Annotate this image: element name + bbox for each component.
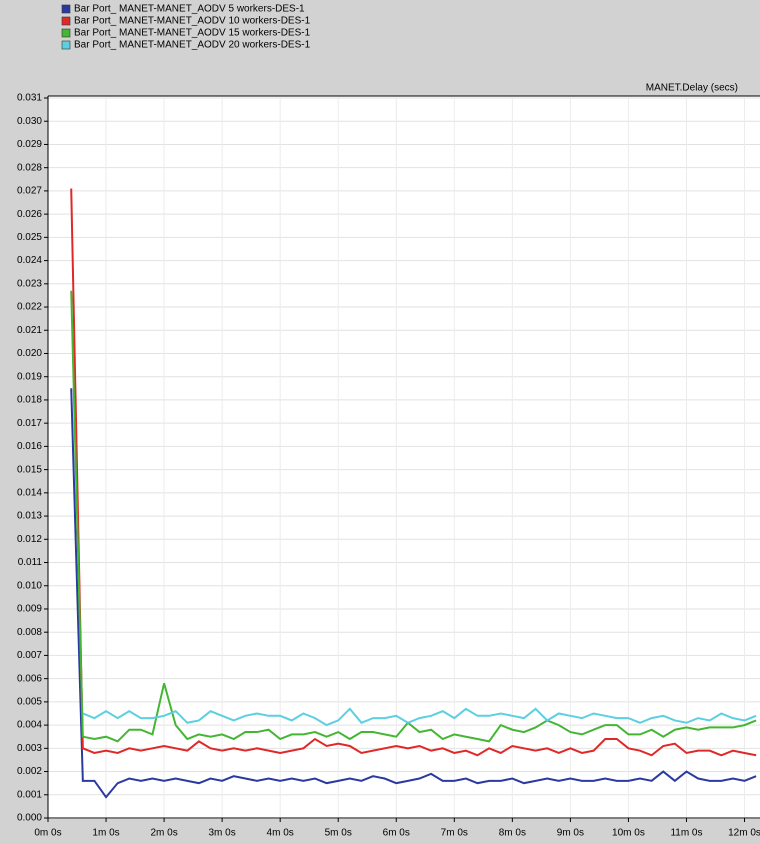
y-tick-label: 0.020	[17, 348, 42, 359]
series-line	[70, 290, 757, 743]
y-tick-label: 0.004	[17, 720, 42, 731]
x-tick-label: 10m 0s	[612, 828, 645, 839]
y-tick-label: 0.012	[17, 534, 42, 545]
chart-title: MANET.Delay (secs)	[646, 83, 738, 94]
legend-swatch	[61, 28, 71, 38]
x-tick-label: 1m 0s	[92, 828, 119, 839]
x-tick-label: 2m 0s	[150, 828, 177, 839]
y-tick-label: 0.009	[17, 604, 42, 615]
legend-swatch	[61, 4, 71, 14]
y-tick-label: 0.028	[17, 162, 42, 173]
x-tick-label: 0m 0s	[34, 828, 61, 839]
y-tick-label: 0.014	[17, 487, 42, 498]
x-tick-label: 3m 0s	[209, 828, 236, 839]
y-tick-label: 0.026	[17, 209, 42, 220]
legend-label: Bar Port_ MANET-MANET_AODV 5 workers-DES…	[74, 4, 305, 15]
y-tick-label: 0.003	[17, 743, 42, 754]
y-tick-label: 0.016	[17, 441, 42, 452]
y-tick-label: 0.010	[17, 580, 42, 591]
series-line	[70, 188, 757, 757]
y-tick-label: 0.008	[17, 627, 42, 638]
series-line	[70, 388, 757, 799]
y-tick-label: 0.002	[17, 766, 42, 777]
legend-label: Bar Port_ MANET-MANET_AODV 20 workers-DE…	[74, 40, 311, 51]
y-tick-label: 0.031	[17, 93, 42, 104]
x-tick-label: 11m 0s	[670, 828, 702, 839]
y-tick-label: 0.029	[17, 139, 42, 150]
y-tick-label: 0.030	[17, 116, 42, 127]
x-tick-label: 12m 0s	[728, 828, 760, 839]
x-tick-label: 4m 0s	[267, 828, 294, 839]
y-tick-label: 0.005	[17, 697, 42, 708]
y-tick-label: 0.017	[17, 418, 42, 429]
y-tick-label: 0.007	[17, 650, 42, 661]
x-tick-label: 8m 0s	[499, 828, 526, 839]
y-tick-label: 0.019	[17, 371, 42, 382]
legend-label: Bar Port_ MANET-MANET_AODV 15 workers-DE…	[74, 28, 311, 39]
legend-swatch	[61, 40, 71, 50]
x-tick-label: 5m 0s	[325, 828, 352, 839]
series-line	[82, 707, 757, 727]
y-tick-label: 0.021	[17, 325, 42, 336]
y-tick-label: 0.024	[17, 255, 42, 266]
y-tick-label: 0.001	[17, 789, 42, 800]
y-tick-label: 0.027	[17, 186, 42, 197]
legend-swatch	[61, 16, 71, 26]
y-tick-label: 0.023	[17, 278, 42, 289]
y-tick-label: 0.025	[17, 232, 42, 243]
x-tick-label: 9m 0s	[557, 828, 584, 839]
plot-area	[48, 96, 760, 819]
y-tick-label: 0.018	[17, 395, 42, 406]
y-tick-label: 0.015	[17, 464, 42, 475]
x-tick-label: 7m 0s	[441, 828, 468, 839]
y-tick-label: 0.000	[17, 813, 42, 824]
x-tick-label: 6m 0s	[383, 828, 410, 839]
legend-label: Bar Port_ MANET-MANET_AODV 10 workers-DE…	[74, 16, 311, 27]
y-tick-label: 0.011	[18, 557, 43, 568]
y-tick-label: 0.013	[17, 511, 42, 522]
y-tick-label: 0.006	[17, 673, 42, 684]
y-tick-label: 0.022	[17, 302, 42, 313]
